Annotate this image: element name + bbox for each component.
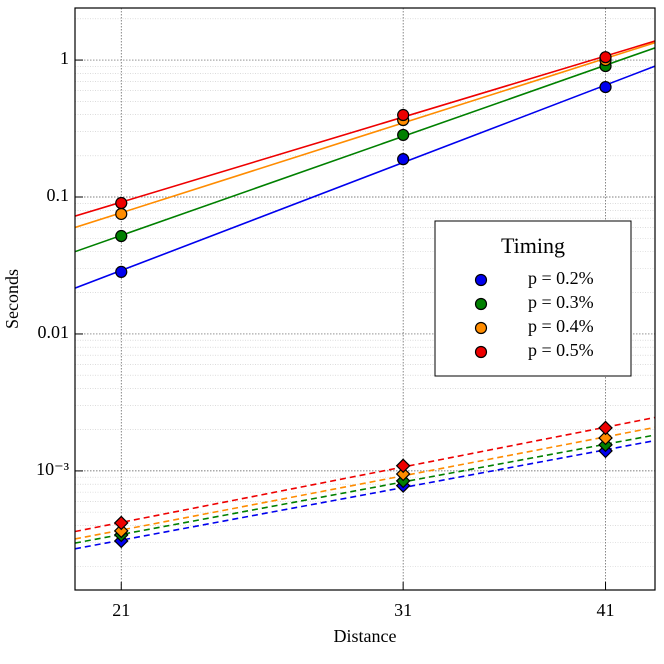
fit-line bbox=[75, 47, 655, 253]
circle-marker bbox=[474, 273, 488, 287]
plot-frame bbox=[74, 7, 656, 591]
circle-marker bbox=[115, 265, 128, 278]
diamond-marker bbox=[113, 523, 129, 539]
y-tick-label: 10⁻³ bbox=[36, 459, 70, 479]
fit-line bbox=[75, 65, 655, 289]
circle-marker bbox=[115, 207, 128, 221]
legend-title: Timing bbox=[501, 233, 565, 258]
legend-label: p = 0.3% bbox=[528, 292, 594, 312]
y-tick-label: 0.01 bbox=[38, 322, 70, 342]
legend-label: p = 0.2% bbox=[528, 268, 594, 288]
x-tick-label: 41 bbox=[597, 600, 615, 620]
circle-marker bbox=[474, 321, 488, 335]
circle-marker bbox=[397, 153, 410, 166]
fit-line bbox=[75, 40, 655, 217]
fit-line bbox=[75, 416, 655, 533]
fit-line bbox=[75, 41, 655, 229]
y-tick-label: 1 bbox=[60, 48, 69, 68]
circle-marker bbox=[474, 297, 488, 311]
diamond-marker bbox=[395, 466, 411, 482]
x-axis-label: Distance bbox=[334, 626, 397, 646]
circle-marker bbox=[397, 128, 410, 142]
x-tick-label: 31 bbox=[394, 600, 412, 620]
circle-marker bbox=[599, 51, 612, 64]
circle-marker bbox=[599, 80, 612, 94]
y-tick-label: 0.1 bbox=[47, 185, 70, 205]
circle-marker bbox=[115, 229, 128, 243]
x-tick-label: 21 bbox=[112, 600, 130, 620]
legend-label: p = 0.5% bbox=[528, 340, 594, 360]
circle-marker bbox=[115, 196, 128, 210]
legend-box bbox=[434, 220, 632, 377]
y-axis-label: Seconds bbox=[2, 269, 22, 329]
legend-label: p = 0.4% bbox=[528, 316, 594, 336]
fit-line bbox=[75, 434, 655, 544]
diamond-marker bbox=[598, 420, 613, 436]
circle-marker bbox=[474, 345, 488, 359]
diamond-marker bbox=[395, 458, 411, 474]
diamond-marker bbox=[598, 430, 613, 446]
fit-line bbox=[75, 426, 655, 540]
fit-line bbox=[75, 439, 655, 550]
diamond-marker bbox=[113, 515, 129, 531]
circle-marker bbox=[397, 108, 410, 122]
